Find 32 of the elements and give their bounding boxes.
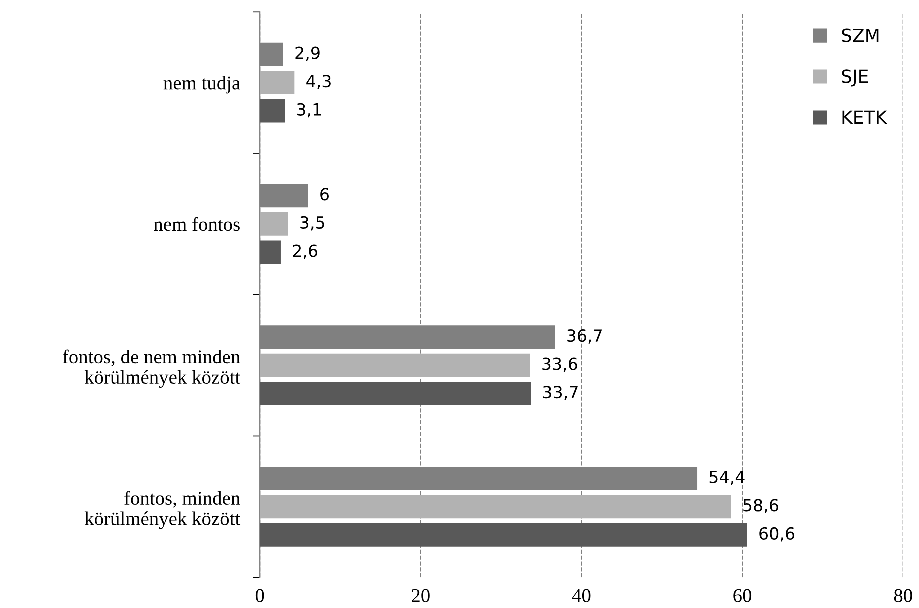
data-label: 3,1 [297, 103, 322, 118]
bar [260, 99, 286, 123]
data-label: 4,3 [306, 75, 331, 90]
bar [260, 240, 281, 264]
bar [260, 382, 532, 406]
y-tick-label: fontos, de nem minden körülmények között [63, 350, 241, 388]
y-tick-label: fontos, minden körülmények között [84, 491, 241, 530]
legend-label: SZM [842, 28, 879, 42]
data-label: 36,7 [568, 330, 602, 344]
legend-label: SJE [842, 70, 868, 87]
data-label: 54,4 [710, 471, 745, 486]
x-tick-label: 0 [256, 589, 264, 602]
data-label: 3,5 [300, 216, 324, 231]
bar [260, 71, 295, 94]
data-label: 2,6 [293, 244, 318, 260]
data-label: 58,6 [744, 499, 778, 514]
data-label: 6 [320, 188, 329, 201]
data-label: 33,7 [543, 386, 578, 400]
data-label: 60,6 [760, 527, 795, 542]
data-label: 33,6 [542, 358, 578, 372]
y-tick-label: nem fontos [154, 217, 240, 232]
bar [260, 495, 732, 519]
bar [260, 524, 748, 547]
x-tick-label: 40 [572, 589, 591, 602]
x-tick-label: 80 [894, 589, 912, 602]
bar [260, 354, 530, 378]
legend-label: KETK [842, 110, 888, 124]
x-tick-label: 20 [412, 589, 430, 602]
bar [260, 212, 288, 236]
y-tick-label: nem tudja [164, 76, 240, 94]
x-tick-label: 60 [734, 589, 752, 602]
data-label: 2,9 [296, 46, 320, 62]
